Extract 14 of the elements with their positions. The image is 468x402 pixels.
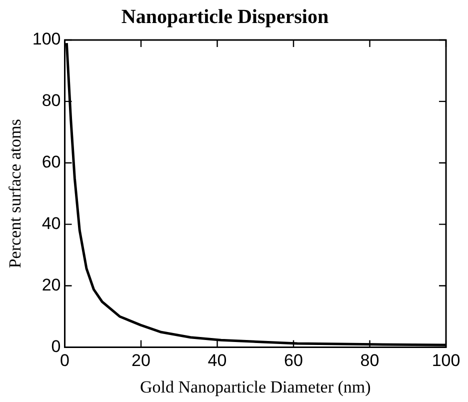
y-tick-label: 80 [42,91,61,110]
y-axis-title: Percent surface atoms [6,119,25,268]
y-tick-label: 0 [51,336,61,356]
x-tick-label: 60 [284,351,303,370]
x-tick-label: 80 [360,351,380,370]
chart-title: Nanoparticle Dispersion [121,6,329,28]
x-tick-label: 20 [132,351,150,370]
y-tick-label: 100 [32,30,61,49]
y-tick-label: 20 [42,275,61,294]
x-tick-label: 40 [208,351,227,370]
y-tick-label: 40 [42,214,61,234]
x-tick-label: 100 [432,351,460,370]
x-axis-title: Gold Nanoparticle Diameter (nm) [140,377,371,396]
y-tick-label: 60 [42,152,61,172]
